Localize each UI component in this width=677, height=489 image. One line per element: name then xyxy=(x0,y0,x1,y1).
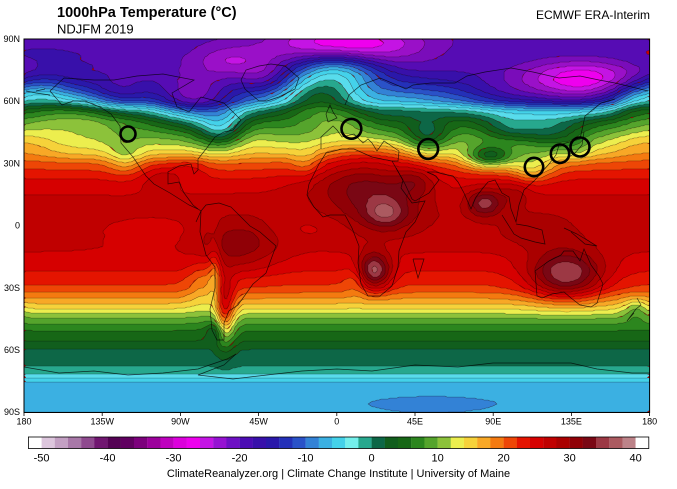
svg-text:90W: 90W xyxy=(171,417,190,427)
svg-text:NDJFM 2019: NDJFM 2019 xyxy=(57,22,134,37)
svg-text:180: 180 xyxy=(16,417,31,427)
svg-text:ECMWF ERA-Interim: ECMWF ERA-Interim xyxy=(536,8,650,22)
svg-text:90N: 90N xyxy=(3,34,20,44)
svg-text:40: 40 xyxy=(629,453,641,465)
svg-text:135E: 135E xyxy=(561,417,582,427)
svg-text:-40: -40 xyxy=(100,453,116,465)
svg-text:60S: 60S xyxy=(4,345,20,355)
svg-text:45E: 45E xyxy=(407,417,423,427)
svg-text:-10: -10 xyxy=(298,453,314,465)
svg-text:30: 30 xyxy=(563,453,575,465)
svg-text:20: 20 xyxy=(497,453,509,465)
svg-text:135W: 135W xyxy=(90,417,114,427)
svg-text:-50: -50 xyxy=(34,453,50,465)
svg-text:180: 180 xyxy=(642,417,657,427)
svg-text:-20: -20 xyxy=(232,453,248,465)
svg-text:45W: 45W xyxy=(249,417,268,427)
svg-text:0: 0 xyxy=(369,453,375,465)
svg-text:30N: 30N xyxy=(3,158,20,168)
svg-text:10: 10 xyxy=(431,453,443,465)
svg-text:1000hPa Temperature (°C): 1000hPa Temperature (°C) xyxy=(57,5,237,21)
svg-text:60N: 60N xyxy=(3,96,20,106)
svg-text:90S: 90S xyxy=(4,407,20,417)
svg-text:90E: 90E xyxy=(485,417,501,427)
svg-text:ClimateReanalyzer.org | Climat: ClimateReanalyzer.org | Climate Change I… xyxy=(167,468,510,480)
svg-text:-30: -30 xyxy=(166,453,182,465)
svg-text:0: 0 xyxy=(15,220,20,230)
svg-text:0: 0 xyxy=(334,417,339,427)
svg-text:30S: 30S xyxy=(4,283,20,293)
